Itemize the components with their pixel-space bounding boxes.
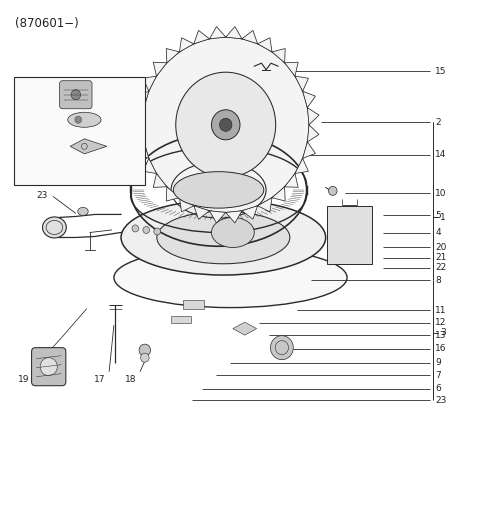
Text: 18: 18	[125, 375, 136, 384]
Polygon shape	[242, 30, 258, 44]
Circle shape	[212, 110, 240, 140]
Polygon shape	[295, 159, 308, 174]
Bar	[326, 206, 372, 264]
Text: 15: 15	[435, 67, 446, 76]
Text: 23: 23	[37, 191, 48, 200]
Polygon shape	[153, 174, 167, 187]
Text: 21: 21	[26, 114, 37, 123]
FancyBboxPatch shape	[60, 81, 92, 109]
Polygon shape	[136, 142, 149, 159]
Text: 22: 22	[26, 142, 37, 151]
Polygon shape	[307, 125, 319, 142]
Polygon shape	[166, 48, 180, 63]
Polygon shape	[153, 62, 167, 76]
Bar	[183, 300, 204, 309]
FancyBboxPatch shape	[32, 347, 66, 386]
Polygon shape	[226, 27, 242, 39]
Text: 11: 11	[435, 306, 446, 315]
Polygon shape	[272, 48, 285, 63]
Text: 21: 21	[435, 253, 446, 262]
Ellipse shape	[78, 208, 88, 216]
Bar	[14, 77, 145, 185]
Polygon shape	[209, 211, 226, 223]
Polygon shape	[180, 38, 194, 52]
Text: 19: 19	[18, 375, 29, 384]
Polygon shape	[285, 62, 298, 76]
Text: 23: 23	[435, 396, 446, 405]
Text: 2: 2	[435, 118, 441, 127]
Text: 14: 14	[435, 150, 446, 160]
Circle shape	[219, 118, 232, 131]
Text: 13: 13	[435, 331, 446, 340]
Circle shape	[40, 358, 57, 376]
Ellipse shape	[157, 211, 290, 264]
Text: 8: 8	[435, 276, 441, 284]
Polygon shape	[194, 206, 209, 219]
Circle shape	[139, 344, 151, 356]
Polygon shape	[303, 91, 315, 108]
Polygon shape	[285, 174, 298, 187]
Text: 22: 22	[435, 263, 446, 272]
Polygon shape	[258, 197, 272, 212]
Polygon shape	[70, 139, 107, 154]
Text: 4: 4	[435, 228, 441, 237]
Circle shape	[75, 116, 82, 123]
Text: 7: 7	[435, 371, 441, 380]
Circle shape	[71, 90, 81, 100]
Text: (870601−): (870601−)	[15, 17, 79, 30]
Text: 1: 1	[440, 213, 445, 222]
Polygon shape	[143, 159, 156, 174]
Text: 12: 12	[435, 318, 446, 327]
Ellipse shape	[212, 218, 254, 247]
Ellipse shape	[43, 217, 66, 238]
Polygon shape	[136, 91, 149, 108]
Polygon shape	[242, 206, 258, 219]
Polygon shape	[143, 76, 156, 91]
Text: 10: 10	[435, 189, 446, 198]
Polygon shape	[194, 30, 209, 44]
Polygon shape	[303, 142, 315, 159]
Polygon shape	[132, 125, 144, 142]
Ellipse shape	[68, 112, 101, 127]
Polygon shape	[272, 187, 285, 201]
Ellipse shape	[173, 172, 264, 208]
Ellipse shape	[114, 247, 347, 308]
Circle shape	[141, 353, 149, 362]
Text: 17: 17	[94, 375, 106, 384]
Polygon shape	[307, 108, 319, 125]
Polygon shape	[180, 197, 194, 212]
Text: 3: 3	[440, 328, 445, 337]
Circle shape	[176, 72, 276, 177]
Text: 20: 20	[435, 243, 446, 252]
Bar	[171, 316, 191, 323]
Text: 9: 9	[435, 358, 441, 367]
Polygon shape	[233, 322, 257, 335]
Circle shape	[154, 228, 160, 235]
Circle shape	[328, 186, 337, 195]
Text: 16: 16	[435, 344, 446, 353]
Polygon shape	[226, 211, 242, 223]
Circle shape	[143, 226, 150, 233]
Ellipse shape	[121, 200, 325, 275]
Polygon shape	[209, 27, 226, 39]
Circle shape	[143, 37, 309, 213]
Text: 5: 5	[435, 211, 441, 220]
Polygon shape	[258, 38, 272, 52]
Polygon shape	[295, 76, 308, 91]
Circle shape	[270, 336, 293, 360]
Polygon shape	[132, 108, 144, 125]
Circle shape	[132, 225, 139, 232]
Polygon shape	[166, 187, 180, 201]
Text: 20: 20	[26, 88, 37, 97]
Text: 6: 6	[435, 384, 441, 393]
